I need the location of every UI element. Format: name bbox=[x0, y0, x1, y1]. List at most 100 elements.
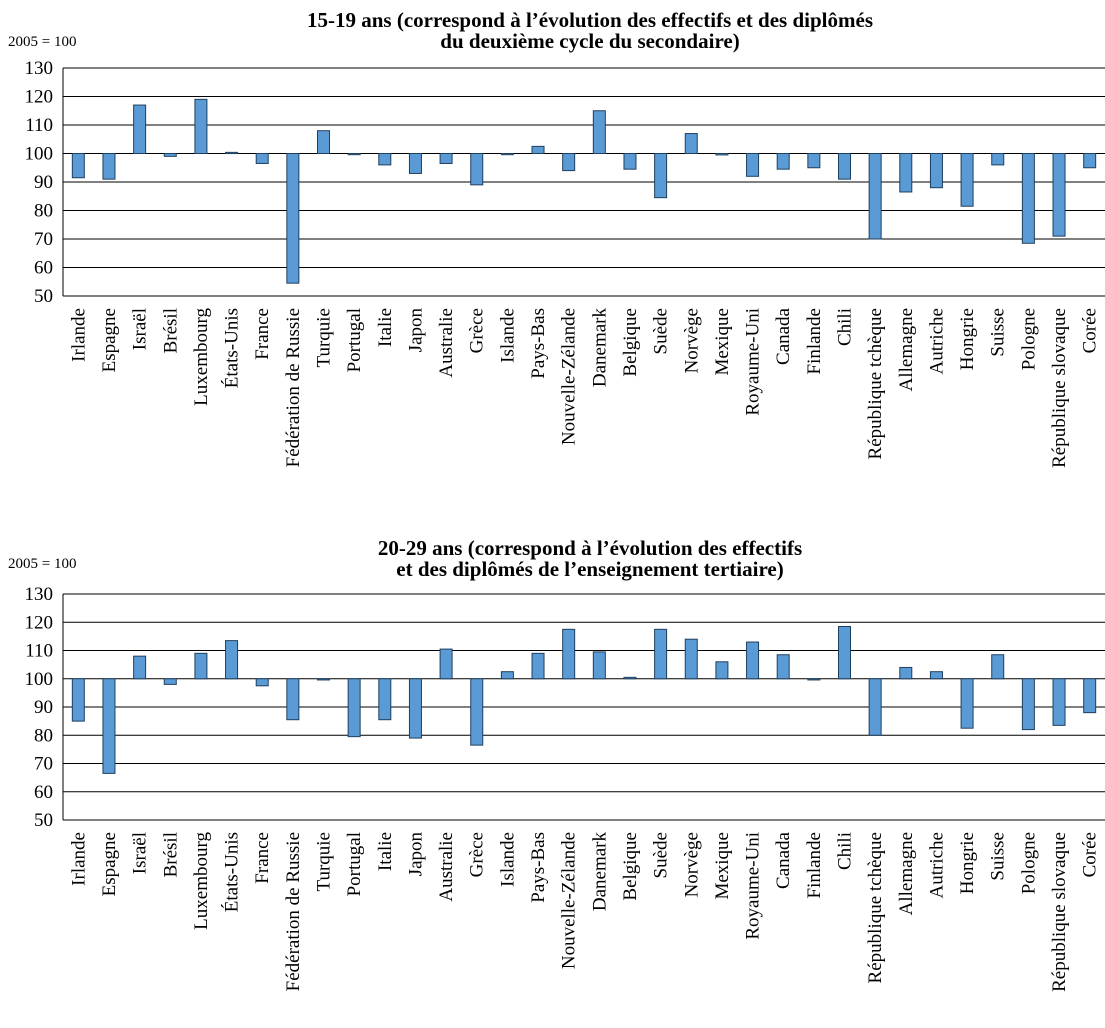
bar bbox=[500, 153, 514, 156]
bar bbox=[194, 98, 208, 154]
chart-title-line-1: 15-19 ans (correspond à l’évolution des … bbox=[307, 8, 873, 32]
category-label: Corée bbox=[1080, 308, 1101, 353]
bar bbox=[776, 153, 790, 170]
bar bbox=[960, 678, 974, 729]
bar bbox=[531, 145, 545, 154]
bar bbox=[378, 678, 392, 721]
y-tick-label: 90 bbox=[34, 172, 53, 193]
category-label: Islande bbox=[497, 832, 518, 887]
category-label: Mexique bbox=[712, 308, 733, 376]
category-label: Espagne bbox=[99, 308, 120, 372]
bar bbox=[960, 153, 974, 207]
bar bbox=[715, 153, 729, 156]
category-label: Nouvelle-Zélande bbox=[559, 308, 580, 445]
bar bbox=[378, 153, 392, 166]
bar bbox=[317, 678, 330, 681]
category-label: Mexique bbox=[712, 832, 733, 900]
bar bbox=[255, 678, 269, 687]
y-tick-label: 60 bbox=[34, 782, 53, 803]
bar bbox=[347, 678, 361, 738]
y-tick-label: 50 bbox=[34, 810, 53, 831]
bar bbox=[991, 153, 1005, 166]
category-label: Belgique bbox=[620, 832, 641, 901]
category-label: Portugal bbox=[344, 308, 365, 372]
category-label: Norvège bbox=[681, 308, 702, 373]
category-label: Autriche bbox=[926, 308, 947, 374]
category-label: Japon bbox=[405, 308, 426, 353]
chart-title-line-1: 20-29 ans (correspond à l’évolution des … bbox=[377, 536, 803, 560]
bar bbox=[929, 153, 943, 189]
bar bbox=[225, 151, 239, 155]
category-label: Canada bbox=[773, 307, 794, 365]
bar bbox=[807, 153, 821, 169]
bar bbox=[654, 628, 668, 680]
bar bbox=[71, 678, 85, 722]
bar bbox=[623, 153, 637, 170]
bar bbox=[592, 110, 606, 154]
bar bbox=[899, 153, 913, 193]
category-label: Danemark bbox=[589, 832, 610, 912]
bar bbox=[71, 153, 85, 179]
category-label: France bbox=[252, 308, 273, 360]
y-tick-label: 80 bbox=[34, 725, 53, 746]
category-label: Islande bbox=[497, 308, 518, 363]
category-label: Grèce bbox=[467, 308, 488, 353]
bar bbox=[899, 666, 913, 680]
y-axis-label: 2005 = 100 bbox=[8, 34, 77, 50]
bar bbox=[807, 678, 821, 681]
y-tick-label: 100 bbox=[25, 144, 54, 165]
bar bbox=[470, 153, 484, 186]
category-label: Suisse bbox=[988, 832, 1009, 881]
category-label: Brésil bbox=[160, 832, 181, 877]
category-label: Pays-Bas bbox=[528, 832, 549, 903]
category-label: Israël bbox=[130, 832, 151, 874]
bar bbox=[133, 104, 147, 155]
category-label: Nouvelle-Zélande bbox=[559, 832, 580, 969]
bar bbox=[102, 678, 116, 774]
category-label: Allemagne bbox=[896, 308, 917, 391]
category-label: France bbox=[252, 832, 273, 884]
category-label: République slovaque bbox=[1049, 832, 1070, 992]
bar bbox=[347, 153, 361, 156]
category-label: Finlande bbox=[804, 308, 825, 375]
category-label: Japon bbox=[405, 832, 426, 877]
category-label: Hongrie bbox=[957, 832, 978, 894]
bar bbox=[1083, 678, 1097, 714]
bar bbox=[654, 153, 668, 199]
category-label: Turquie bbox=[314, 308, 335, 367]
category-label: Israël bbox=[130, 308, 151, 350]
bar bbox=[991, 654, 1005, 680]
y-axis-label: 2005 = 100 bbox=[8, 556, 77, 572]
chart-panel-20-29: 20-29 ans (correspond à l’évolution des … bbox=[0, 514, 1105, 1028]
bar bbox=[776, 654, 790, 680]
bar bbox=[746, 641, 760, 680]
bar bbox=[470, 678, 484, 746]
y-tick-label: 110 bbox=[25, 115, 53, 136]
y-tick-label: 130 bbox=[25, 584, 54, 605]
bar bbox=[102, 153, 116, 180]
y-tick-label: 100 bbox=[25, 669, 54, 690]
category-label: Belgique bbox=[620, 308, 641, 377]
category-label: Irlande bbox=[68, 308, 89, 362]
bar bbox=[623, 676, 637, 680]
bar bbox=[408, 678, 422, 739]
bar bbox=[1021, 153, 1035, 244]
category-label: États-Unis bbox=[221, 832, 243, 912]
category-label: États-Unis bbox=[221, 308, 243, 388]
chart-title-line-2: et des diplômés de l’enseignement tertia… bbox=[396, 557, 784, 581]
bar bbox=[194, 652, 208, 680]
bar bbox=[439, 153, 453, 164]
category-label: République tchèque bbox=[865, 832, 886, 983]
y-tick-label: 50 bbox=[34, 286, 53, 307]
category-label: Suisse bbox=[988, 308, 1009, 357]
bar bbox=[286, 153, 300, 284]
bar bbox=[1083, 153, 1097, 169]
bar bbox=[286, 678, 300, 721]
category-label: Fédération de Russie bbox=[283, 308, 304, 467]
bar bbox=[684, 638, 698, 680]
bar bbox=[163, 153, 177, 157]
category-label: Espagne bbox=[99, 832, 120, 896]
bar bbox=[133, 655, 147, 680]
y-tick-label: 70 bbox=[34, 754, 53, 775]
category-label: Hongrie bbox=[957, 308, 978, 370]
